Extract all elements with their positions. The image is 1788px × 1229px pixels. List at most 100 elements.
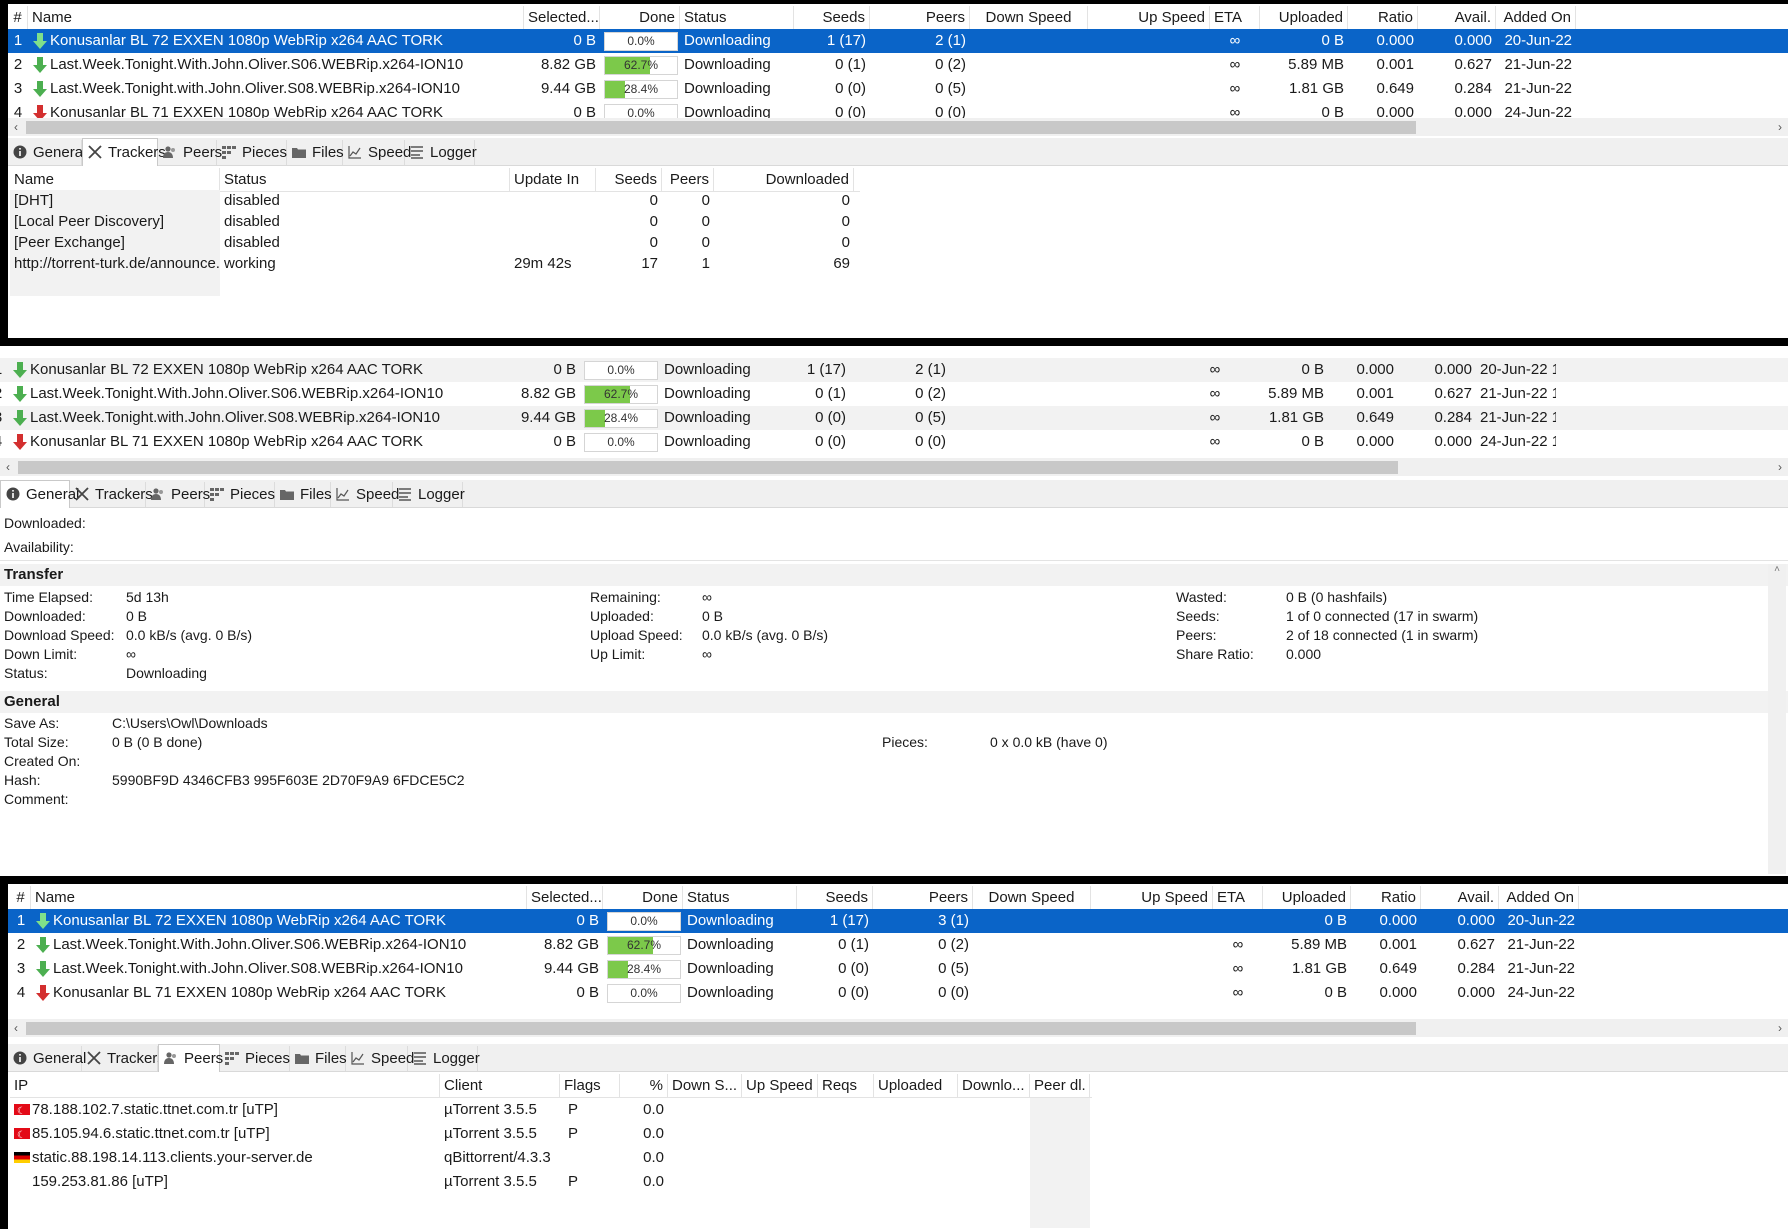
column-header-added-on[interactable]: Added On (1496, 6, 1576, 30)
column-header-[interactable]: # (11, 886, 31, 910)
tab-pieces[interactable]: Pieces (217, 140, 287, 165)
torrent-row[interactable]: 4 Konusanlar BL 71 EXXEN 1080p WebRip x26… (8, 101, 1788, 125)
peer-row[interactable]: 78.188.102.7.static.ttnet.com.tr [uTP] µT… (10, 1098, 1092, 1122)
tracker-row[interactable]: [Peer Exchange] disabled 0 0 0 (10, 232, 860, 253)
tab-trackers[interactable]: Trackers (70, 482, 153, 507)
torrent-row[interactable]: 1 Konusanlar BL 72 EXXEN 1080p WebRip x26… (8, 29, 1788, 53)
column-header-update-in[interactable]: Update In (510, 168, 596, 192)
scroll-right-icon[interactable]: › (1778, 460, 1782, 474)
torrent-row[interactable]: 2 Last.Week.Tonight.With.John.Oliver.S06.… (0, 382, 1788, 406)
tracker-row[interactable]: [DHT] disabled 0 0 0 (10, 190, 860, 211)
column-header-ratio[interactable]: Ratio (1348, 6, 1418, 30)
column-header-added-on[interactable]: Added On (1499, 886, 1579, 910)
tab-speed[interactable]: Speed (343, 140, 411, 165)
column-header-down-speed[interactable]: Down Speed (973, 886, 1091, 910)
column-header-ip[interactable]: IP (10, 1074, 440, 1098)
scrollbar-thumb[interactable] (26, 1022, 1416, 1035)
column-header-name[interactable]: Name (31, 886, 527, 910)
vertical-scrollbar[interactable]: ˄ (1768, 564, 1786, 874)
torrent-name-cell[interactable]: Last.Week.Tonight.With.John.Oliver.S06.W… (8, 382, 504, 406)
tab-trackers[interactable]: Trackers (82, 1046, 165, 1071)
scroll-left-icon[interactable]: ‹ (14, 120, 18, 134)
torrent-row[interactable]: 4 Konusanlar BL 71 EXXEN 1080p WebRip x26… (8, 981, 1788, 1005)
tab-peers[interactable]: Peers (158, 1044, 223, 1072)
tab-files[interactable]: Files (290, 1046, 347, 1071)
tab-peers[interactable]: Peers (146, 482, 210, 507)
torrent-row[interactable]: 3 Last.Week.Tonight.with.John.Oliver.S08.… (8, 77, 1788, 101)
tab-logger[interactable]: Logger (408, 1046, 480, 1071)
column-header-peers[interactable]: Peers (662, 168, 714, 192)
torrent-name-cell[interactable]: Last.Week.Tonight.with.John.Oliver.S08.W… (31, 957, 527, 981)
column-header-uploaded[interactable]: Uploaded (874, 1074, 958, 1098)
column-header-status[interactable]: Status (680, 6, 794, 30)
tab-files[interactable]: Files (275, 482, 332, 507)
torrent-name-cell[interactable]: Konusanlar BL 72 EXXEN 1080p WebRip x264… (8, 358, 504, 382)
peer-row[interactable]: 159.253.81.86 [uTP] µTorrent 3.5.5 P 0.0 (10, 1170, 1092, 1194)
column-header-name[interactable]: Name (28, 6, 524, 30)
column-header-seeds[interactable]: Seeds (596, 168, 662, 192)
column-header-peers[interactable]: Peers (870, 6, 970, 30)
column-header-seeds[interactable]: Seeds (797, 886, 873, 910)
column-header-eta[interactable]: ETA (1213, 886, 1263, 910)
torrent-name-cell[interactable]: Konusanlar BL 71 EXXEN 1080p WebRip x264… (31, 981, 527, 1005)
column-header-avail[interactable]: Avail. (1421, 886, 1499, 910)
torrent-name-cell[interactable]: Konusanlar BL 72 EXXEN 1080p WebRip x264… (31, 909, 527, 933)
scroll-left-icon[interactable]: ‹ (6, 460, 10, 474)
torrent-row[interactable]: 2 Last.Week.Tonight.With.John.Oliver.S06.… (8, 933, 1788, 957)
column-header-selected[interactable]: Selected... (527, 886, 603, 910)
column-header-%[interactable]: % (620, 1074, 668, 1098)
column-header-down-s-[interactable]: Down S... (668, 1074, 742, 1098)
column-header-reqs[interactable]: Reqs (818, 1074, 874, 1098)
torrent-row[interactable]: 1 Konusanlar BL 72 EXXEN 1080p WebRip x26… (8, 909, 1788, 933)
tab-speed[interactable]: Speed (346, 1046, 414, 1071)
torrent-name-cell[interactable]: Konusanlar BL 71 EXXEN 1080p WebRip x264… (8, 430, 504, 454)
column-header-status[interactable]: Status (220, 168, 510, 192)
torrent-name-cell[interactable]: Last.Week.Tonight.With.John.Oliver.S06.W… (28, 53, 524, 77)
horizontal-scrollbar[interactable]: ‹ › (0, 458, 1788, 476)
column-header-[interactable]: # (8, 6, 28, 30)
tracker-row[interactable]: http://torrent-turk.de/announce.p... work… (10, 253, 860, 274)
scrollbar-thumb[interactable] (26, 121, 1416, 134)
column-header-uploaded[interactable]: Uploaded (1263, 886, 1351, 910)
column-header-downloaded[interactable]: Downloaded (714, 168, 854, 192)
tab-pieces[interactable]: Pieces (205, 482, 275, 507)
column-header-peer-dl-[interactable]: Peer dl. (1030, 1074, 1090, 1098)
torrent-row[interactable]: 1 Konusanlar BL 72 EXXEN 1080p WebRip x26… (0, 358, 1788, 382)
scroll-left-icon[interactable]: ‹ (14, 1021, 18, 1035)
column-header-ratio[interactable]: Ratio (1351, 886, 1421, 910)
column-header-down-speed[interactable]: Down Speed (970, 6, 1088, 30)
tracker-row[interactable]: [Local Peer Discovery] disabled 0 0 0 (10, 211, 860, 232)
torrent-name-cell[interactable]: Last.Week.Tonight.With.John.Oliver.S06.W… (31, 933, 527, 957)
tab-pieces[interactable]: Pieces (220, 1046, 290, 1071)
column-header-downlo-[interactable]: Downlo... (958, 1074, 1030, 1098)
column-header-seeds[interactable]: Seeds (794, 6, 870, 30)
column-header-up-speed[interactable]: Up Speed (742, 1074, 818, 1098)
tab-logger[interactable]: Logger (393, 482, 465, 507)
column-header-up-speed[interactable]: Up Speed (1091, 886, 1213, 910)
tab-logger[interactable]: Logger (405, 140, 477, 165)
torrent-row[interactable]: 3 Last.Week.Tonight.with.John.Oliver.S08.… (0, 406, 1788, 430)
horizontal-scrollbar[interactable]: ‹ › (8, 1019, 1788, 1037)
tab-files[interactable]: Files (287, 140, 344, 165)
column-header-eta[interactable]: ETA (1210, 6, 1260, 30)
scroll-up-icon[interactable]: ˄ (1774, 564, 1780, 575)
scrollbar-thumb[interactable] (18, 461, 1398, 474)
tab-general[interactable]: General (0, 480, 79, 508)
horizontal-scrollbar[interactable]: ‹ › (8, 118, 1788, 136)
torrent-name-cell[interactable]: Last.Week.Tonight.with.John.Oliver.S08.W… (8, 406, 504, 430)
tab-general[interactable]: General (8, 1046, 86, 1071)
scroll-right-icon[interactable]: › (1778, 1021, 1782, 1035)
tab-general[interactable]: General (8, 140, 86, 165)
column-header-flags[interactable]: Flags (560, 1074, 620, 1098)
peer-row[interactable]: static.88.198.14.113.clients.your-server… (10, 1146, 1092, 1170)
column-header-client[interactable]: Client (440, 1074, 560, 1098)
column-header-up-speed[interactable]: Up Speed (1088, 6, 1210, 30)
tab-peers[interactable]: Peers (158, 140, 222, 165)
torrent-row[interactable]: 3 Last.Week.Tonight.with.John.Oliver.S08.… (8, 957, 1788, 981)
torrent-row[interactable]: 2 Last.Week.Tonight.With.John.Oliver.S06.… (8, 53, 1788, 77)
scroll-right-icon[interactable]: › (1778, 120, 1782, 134)
peer-row[interactable]: 85.105.94.6.static.ttnet.com.tr [uTP] µTo… (10, 1122, 1092, 1146)
column-header-done[interactable]: Done (600, 6, 680, 30)
column-header-name[interactable]: Name (10, 168, 220, 192)
tab-speed[interactable]: Speed (331, 482, 399, 507)
